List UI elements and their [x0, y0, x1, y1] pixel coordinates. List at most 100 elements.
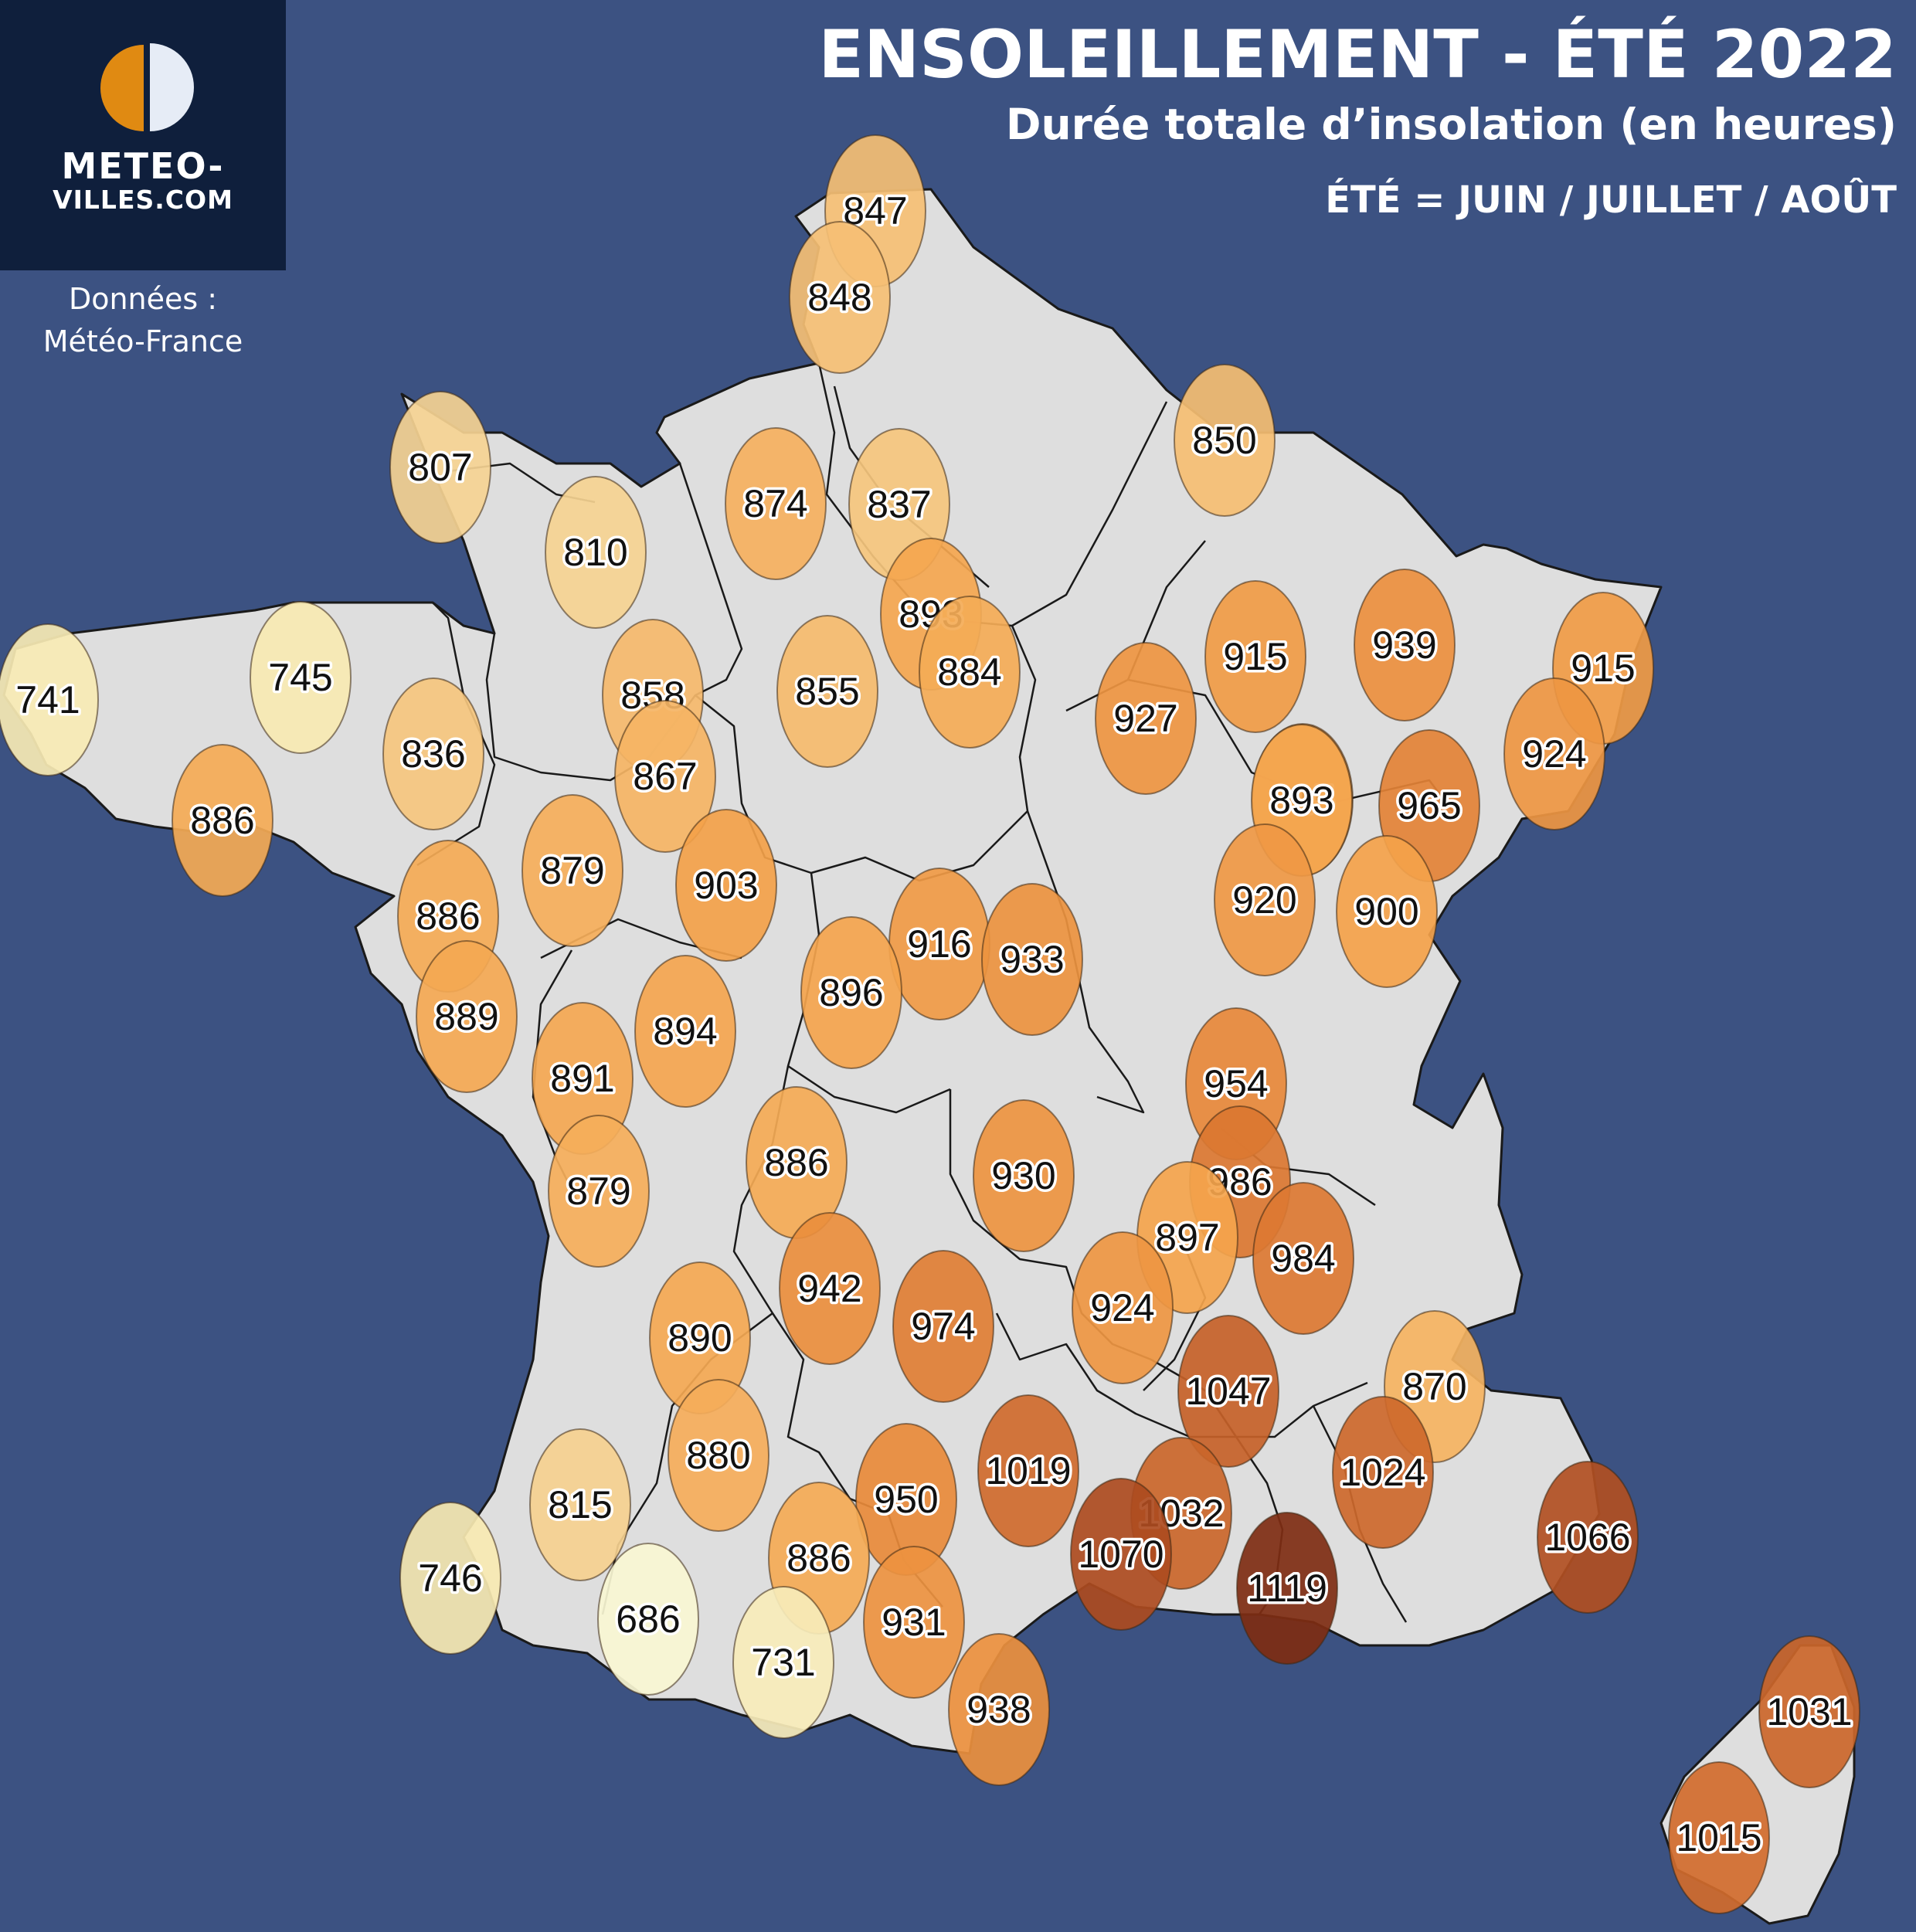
value-bubble-shape [545, 476, 647, 629]
value-bubble-shape [1758, 1635, 1860, 1788]
value-bubble-shape [732, 1586, 834, 1739]
value-label: 731 [751, 1641, 815, 1684]
value-bubble-shape [614, 700, 716, 853]
value-bubble-shape [416, 940, 518, 1093]
value-bubble-shape [1095, 642, 1197, 795]
value-label: 889 [434, 995, 498, 1038]
value-label: 745 [268, 656, 332, 699]
value-label: 1015 [1676, 1816, 1761, 1859]
value-bubble-shape [1174, 364, 1276, 517]
value-bubble-shape [250, 601, 352, 754]
value-bubble: 916 [888, 868, 990, 1020]
value-label: 894 [653, 1010, 717, 1053]
value-label: 836 [401, 732, 465, 776]
logo-sun-icon [100, 43, 194, 131]
value-label: 924 [1090, 1286, 1154, 1329]
value-bubble: 848 [789, 221, 891, 374]
value-label: 886 [786, 1536, 851, 1580]
value-bubble: 915 [1204, 580, 1306, 733]
value-bubble: 879 [521, 794, 623, 947]
value-bubble: 933 [981, 883, 1083, 1036]
logo-wordmark: METEO- VILLES.COM [0, 147, 286, 214]
season-note: ÉTÉ = JUIN / JUILLET / AOÛT [1325, 178, 1897, 222]
value-bubble: 930 [973, 1099, 1075, 1252]
value-bubble-shape [668, 1379, 769, 1532]
value-label: 915 [1223, 635, 1287, 678]
value-label: 884 [937, 650, 1001, 694]
value-bubble-shape [1537, 1461, 1639, 1614]
data-source: Données : Météo-France [0, 278, 286, 363]
value-bubble-shape [892, 1250, 994, 1403]
value-label: 807 [408, 446, 472, 489]
logo-sun-orange-half [100, 45, 144, 131]
value-bubble-shape [1503, 677, 1605, 830]
value-bubble-shape [977, 1394, 1079, 1547]
value-bubble-shape [0, 623, 99, 776]
value-bubble-shape [521, 794, 623, 947]
value-label: 1070 [1078, 1533, 1164, 1576]
value-bubble-shape [634, 955, 736, 1108]
value-bubble: 855 [776, 615, 878, 768]
value-bubble-shape [1336, 835, 1438, 988]
value-bubble-shape [1252, 1182, 1354, 1335]
value-bubble-shape [382, 677, 484, 830]
value-bubble-shape [981, 883, 1083, 1036]
logo-sun-overlay [100, 43, 194, 131]
value-bubble: 950 [855, 1423, 957, 1576]
value-bubble: 920 [1214, 823, 1316, 976]
value-bubble-shape [172, 744, 273, 897]
value-label: 903 [694, 864, 758, 907]
value-label: 1119 [1247, 1567, 1327, 1610]
value-label: 867 [633, 755, 697, 798]
value-bubble: 942 [779, 1212, 881, 1365]
value-bubble: 924 [1503, 677, 1605, 830]
value-bubble: 886 [172, 744, 273, 897]
region-border [787, 1064, 951, 1114]
value-label: 916 [907, 922, 971, 966]
value-label: 931 [882, 1601, 946, 1644]
value-bubble: 874 [725, 427, 827, 580]
value-bubble: 1019 [977, 1394, 1079, 1547]
value-bubble-shape [863, 1546, 965, 1699]
value-bubble-shape [675, 809, 777, 962]
value-label: 1066 [1544, 1516, 1630, 1559]
logo-sun-white-half [150, 43, 194, 131]
value-bubble: 879 [548, 1115, 650, 1268]
logo-line-1: METEO- [61, 145, 225, 187]
value-bubble-shape [1204, 580, 1306, 733]
value-label: 891 [550, 1057, 614, 1100]
value-label: 686 [616, 1598, 680, 1641]
value-label: 924 [1522, 732, 1586, 776]
value-bubble-shape [399, 1502, 501, 1655]
value-label: 870 [1402, 1365, 1466, 1408]
value-bubble: 1031 [1758, 1635, 1860, 1788]
value-label: 886 [764, 1141, 828, 1184]
region-border [695, 625, 1037, 882]
value-bubble-shape [1214, 823, 1316, 976]
value-label: 879 [566, 1170, 630, 1213]
value-label: 974 [911, 1305, 975, 1348]
value-bubble-shape [973, 1099, 1075, 1252]
value-bubble-shape [919, 596, 1021, 749]
value-bubble-shape [389, 391, 491, 544]
value-label: 927 [1113, 697, 1177, 740]
value-bubble-shape [597, 1543, 699, 1696]
value-bubble: 686 [597, 1543, 699, 1696]
value-label: 930 [991, 1154, 1055, 1197]
value-bubble: 974 [892, 1250, 994, 1403]
logo-line-2: VILLES.COM [53, 184, 233, 215]
value-label: 896 [819, 971, 883, 1014]
value-label: 890 [668, 1316, 732, 1360]
value-label: 915 [1571, 647, 1635, 690]
value-bubble: 745 [250, 601, 352, 754]
value-bubble: 815 [529, 1428, 631, 1581]
value-label: 886 [416, 895, 480, 938]
value-label: 855 [795, 670, 859, 713]
value-label: 950 [874, 1478, 938, 1521]
value-label: 741 [15, 678, 80, 722]
value-bubble: 894 [634, 955, 736, 1108]
value-bubble: 896 [800, 916, 902, 1069]
value-label: 874 [743, 482, 807, 525]
value-bubble: 931 [863, 1546, 965, 1699]
value-bubble-shape [948, 1633, 1050, 1786]
